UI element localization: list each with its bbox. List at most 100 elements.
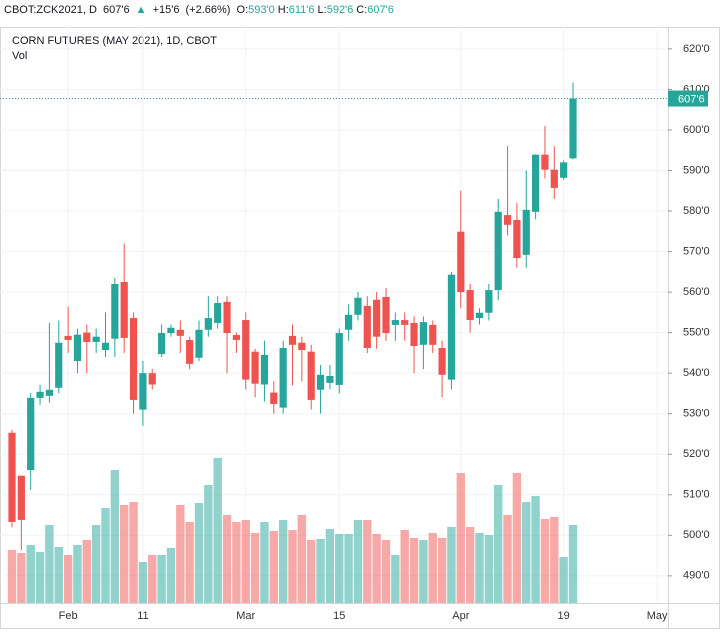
candle-body xyxy=(186,339,194,364)
candle-body xyxy=(111,283,119,339)
candle-body xyxy=(73,334,82,362)
volume-bar xyxy=(437,538,447,603)
volume-bar xyxy=(176,505,185,603)
candle-body xyxy=(541,154,549,170)
candle-body xyxy=(391,320,399,325)
candle-body xyxy=(569,98,577,159)
field-key: H: xyxy=(277,4,289,16)
volume-bar xyxy=(419,540,428,603)
volume-bar xyxy=(297,515,307,603)
volume-bar xyxy=(101,508,110,603)
candle-body xyxy=(92,336,100,342)
chart-title: CORN FUTURES (MAY 2021), 1D, CBOT xyxy=(12,35,217,47)
volume-bar xyxy=(120,505,129,603)
candle-body xyxy=(204,318,212,330)
volume-bar xyxy=(475,533,484,603)
header: CBOT:ZCK2021, D 607'6 ▲ +15'6 (+2.66%) O… xyxy=(4,4,397,16)
volume-bar xyxy=(503,515,512,603)
volume-bar xyxy=(456,473,465,603)
y-tick-label: 620'0 xyxy=(683,43,710,55)
candle-body xyxy=(326,376,334,383)
volume-bar xyxy=(540,519,550,603)
candle-body xyxy=(316,374,325,390)
volume-bar xyxy=(241,520,250,603)
candle-body xyxy=(242,320,250,380)
candle-body xyxy=(120,281,128,338)
candle-body xyxy=(373,299,381,337)
candle-body xyxy=(83,332,91,342)
candle-body xyxy=(288,335,297,345)
candle-body xyxy=(158,333,166,355)
volume-bar xyxy=(372,534,381,603)
volume-bar xyxy=(222,515,232,603)
candle-body xyxy=(36,391,44,398)
volume-bar xyxy=(344,534,353,603)
y-tick-label: 570'0 xyxy=(683,245,710,257)
x-tick-label: Feb xyxy=(59,610,78,622)
volume-bar xyxy=(204,485,213,603)
volume-bar xyxy=(335,534,344,603)
volume-bar xyxy=(428,533,437,603)
volume-bar xyxy=(110,470,120,603)
candle-body xyxy=(223,301,231,334)
volume-bar xyxy=(7,550,17,603)
candle-body xyxy=(363,305,371,349)
candle-body xyxy=(55,342,63,388)
volume-bar xyxy=(353,520,363,603)
change-pct: (+2.66%) xyxy=(185,4,231,16)
candle-body xyxy=(522,209,530,255)
volume-bar xyxy=(232,522,241,603)
volume-bar xyxy=(484,535,494,603)
volume-bar xyxy=(35,552,45,603)
volume-bar xyxy=(73,545,82,603)
volume-bar xyxy=(307,540,316,603)
candle-body xyxy=(466,290,474,321)
candle-body xyxy=(503,215,512,225)
volume-bar xyxy=(409,538,419,603)
candle-body xyxy=(382,296,390,334)
candle-body xyxy=(429,324,437,345)
candle-body xyxy=(307,351,315,400)
volume-bar xyxy=(381,540,391,603)
volume-bar xyxy=(400,530,409,603)
volume-bar xyxy=(494,485,503,603)
candle-body xyxy=(214,303,222,323)
candle-body xyxy=(279,348,287,408)
volume-bar xyxy=(213,458,222,603)
field-value: 592'6 xyxy=(326,4,354,16)
volume-bar xyxy=(447,527,456,603)
candle-body xyxy=(485,290,493,313)
volume-bar xyxy=(559,557,568,603)
volume-bar xyxy=(512,473,522,603)
candle-body xyxy=(335,333,343,385)
candle-body xyxy=(260,354,269,385)
volume-bar xyxy=(185,522,194,603)
x-tick-label: 11 xyxy=(137,610,148,622)
volume-bar xyxy=(325,529,335,603)
candle-body xyxy=(447,274,456,380)
candle-body xyxy=(345,314,353,330)
grid xyxy=(0,27,668,603)
volume-bar xyxy=(63,555,73,603)
field-key: O: xyxy=(236,4,249,16)
candle-body xyxy=(270,392,278,404)
volume-bar xyxy=(522,502,531,603)
x-tick-label: Mar xyxy=(236,610,255,622)
candle-body xyxy=(494,211,502,291)
volume-bar xyxy=(465,527,475,603)
candle-body xyxy=(195,329,203,358)
candle-body xyxy=(401,320,409,325)
candle-body xyxy=(27,397,35,471)
candle-body xyxy=(64,335,72,340)
field-value: 593'0 xyxy=(248,4,275,16)
volume-bar xyxy=(531,496,540,603)
field-value: 607'6 xyxy=(367,4,394,16)
last-price: 607'6 xyxy=(102,4,130,16)
volume-bar xyxy=(391,555,400,603)
candle-body xyxy=(101,342,110,351)
candle-body xyxy=(457,231,465,293)
volume-bar xyxy=(288,530,297,603)
candle-body xyxy=(139,373,147,410)
volume-bar xyxy=(26,545,35,603)
